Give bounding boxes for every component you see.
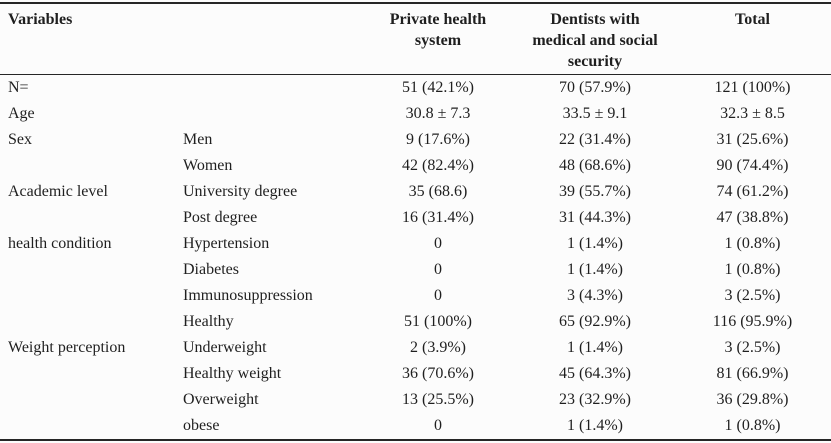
- table-row: Immunosuppression 0 3 (4.3%) 3 (2.5%): [0, 283, 831, 309]
- cell-private-health-value: 0: [434, 235, 442, 252]
- cell-dentists-security-value: 48 (68.6%): [559, 157, 631, 174]
- row-group-label: Sex: [8, 131, 32, 148]
- col-header-total: Total: [674, 3, 831, 75]
- cell-dentists-security-value: 23 (32.9%): [559, 391, 631, 408]
- cell-total-value: 32.3 ± 8.5: [720, 105, 785, 122]
- cell-dentists-security-value: 39 (55.7%): [559, 183, 631, 200]
- table-body: N= 51 (42.1%) 70 (57.9%) 121 (100%) Age 30.8 …: [0, 75, 831, 441]
- header-row: Variables Private health system Dentists…: [0, 3, 831, 75]
- row-group-label: [0, 257, 178, 283]
- table-row: Overweight 13 (25.5%) 23 (32.9%) 36 (29.8%): [0, 387, 831, 413]
- cell-total-value: 116 (95.9%): [712, 313, 793, 330]
- cell-dentists-security-value: 33.5 ± 9.1: [562, 105, 628, 122]
- cell-private-health-value: 51 (100%): [404, 313, 472, 330]
- row-sub-label: Diabetes: [183, 261, 239, 278]
- cell-dentists-security-value: 1 (1.4%): [567, 417, 623, 434]
- cell-total-value: 3 (2.5%): [724, 339, 781, 356]
- cell-total-value: 3 (2.5%): [724, 287, 781, 304]
- cell-private-health-value: 16 (31.4%): [402, 209, 474, 226]
- col-header-private-health-system: Private health system: [360, 3, 516, 75]
- row-sub-label: University degree: [183, 183, 298, 200]
- cell-total-value: 121 (100%): [714, 79, 791, 96]
- cell-private-health-value: 42 (82.4%): [402, 157, 474, 174]
- cell-total-value: 90 (74.4%): [716, 157, 789, 174]
- row-group-label: N=: [8, 79, 29, 96]
- cell-total-value: 81 (66.9%): [716, 365, 789, 382]
- row-group-label: [0, 283, 178, 309]
- cell-total-value: 1 (0.8%): [724, 261, 781, 278]
- row-sub-label: Overweight: [183, 391, 259, 408]
- cell-dentists-security-value: 45 (64.3%): [559, 365, 631, 382]
- cell-dentists-security-value: 31 (44.3%): [559, 209, 631, 226]
- cell-dentists-security-value: 1 (1.4%): [567, 261, 623, 278]
- row-group-label: Academic level: [8, 183, 108, 200]
- table-row: Women 42 (82.4%) 48 (68.6%) 90 (74.4%): [0, 153, 831, 179]
- row-group-label: [0, 387, 178, 413]
- cell-dentists-security-value: 1 (1.4%): [567, 235, 623, 252]
- table-row: N= 51 (42.1%) 70 (57.9%) 121 (100%): [0, 75, 831, 102]
- row-sub-label: Men: [183, 131, 213, 148]
- row-group-label: Age: [8, 105, 35, 122]
- cell-private-health-value: 0: [434, 417, 442, 434]
- table-row: Age 30.8 ± 7.3 33.5 ± 9.1 32.3 ± 8.5: [0, 101, 831, 127]
- table-row: Post degree 16 (31.4%) 31 (44.3%) 47 (38.8%…: [0, 205, 831, 231]
- col-header-variables: Variables: [0, 3, 360, 75]
- table-row: Academic level University degree 35 (68.6)…: [0, 179, 831, 205]
- cell-total-value: 31 (25.6%): [716, 131, 789, 148]
- row-sub-label: Post degree: [183, 209, 258, 226]
- cell-dentists-security-value: 3 (4.3%): [567, 287, 623, 304]
- cell-private-health-value: 36 (70.6%): [402, 365, 474, 382]
- table-row: Healthy weight 36 (70.6%) 45 (64.3%) 81 (66…: [0, 361, 831, 387]
- cell-total-value: 1 (0.8%): [724, 235, 781, 252]
- table-row: Sex Men 9 (17.6%) 22 (31.4%) 31 (25.6%): [0, 127, 831, 153]
- row-sub-label: Hypertension: [183, 235, 270, 252]
- row-group-label: [0, 153, 178, 179]
- cell-dentists-security-value: 22 (31.4%): [559, 131, 631, 148]
- table-row: obese 0 1 (1.4%) 1 (0.8%): [0, 413, 831, 440]
- cell-dentists-security-value: 65 (92.9%): [559, 313, 631, 330]
- col-header-dentists-medical-social-security: Dentists with medical and social securit…: [516, 3, 674, 75]
- cell-dentists-security-value: 1 (1.4%): [567, 339, 623, 356]
- row-sub-label: Healthy weight: [183, 365, 282, 382]
- row-sub-label: obese: [183, 417, 220, 434]
- row-sub-label: Women: [183, 157, 233, 174]
- cell-private-health-value: 9 (17.6%): [406, 131, 470, 148]
- cell-dentists-security-value: 70 (57.9%): [559, 79, 631, 96]
- row-sub-label: [178, 101, 360, 127]
- cell-total-value: 1 (0.8%): [724, 417, 781, 434]
- table-header: Variables Private health system Dentists…: [0, 3, 831, 75]
- table-row: Healthy 51 (100%) 65 (92.9%) 116 (95.9%): [0, 309, 831, 335]
- cell-private-health-value: 30.8 ± 7.3: [405, 105, 471, 122]
- cell-total-value: 47 (38.8%): [716, 209, 789, 226]
- row-sub-label: Immunosuppression: [183, 287, 313, 304]
- row-group-label: [0, 361, 178, 387]
- row-group-label: health condition: [8, 235, 112, 252]
- cell-private-health-value: 0: [434, 287, 442, 304]
- row-sub-label: Underweight: [183, 339, 267, 356]
- cell-total-value: 36 (29.8%): [716, 391, 789, 408]
- cell-private-health-value: 35 (68.6): [408, 183, 468, 200]
- cell-private-health-value: 2 (3.9%): [410, 339, 466, 356]
- row-sub-label: [178, 75, 360, 102]
- cell-private-health-value: 13 (25.5%): [402, 391, 474, 408]
- cell-private-health-value: 51 (42.1%): [402, 79, 474, 96]
- table-row: Diabetes 0 1 (1.4%) 1 (0.8%): [0, 257, 831, 283]
- row-group-label: [0, 205, 178, 231]
- row-group-label: [0, 413, 178, 440]
- row-group-label: [0, 309, 178, 335]
- row-sub-label: Healthy: [183, 313, 234, 330]
- cell-total-value: 74 (61.2%): [716, 183, 789, 200]
- table-row: Weight perception Underweight 2 (3.9%) 1 (1…: [0, 335, 831, 361]
- cell-private-health-value: 0: [434, 261, 442, 278]
- table-row: health condition Hypertension 0 1 (1.4%) 1 (…: [0, 231, 831, 257]
- row-group-label: Weight perception: [8, 339, 126, 356]
